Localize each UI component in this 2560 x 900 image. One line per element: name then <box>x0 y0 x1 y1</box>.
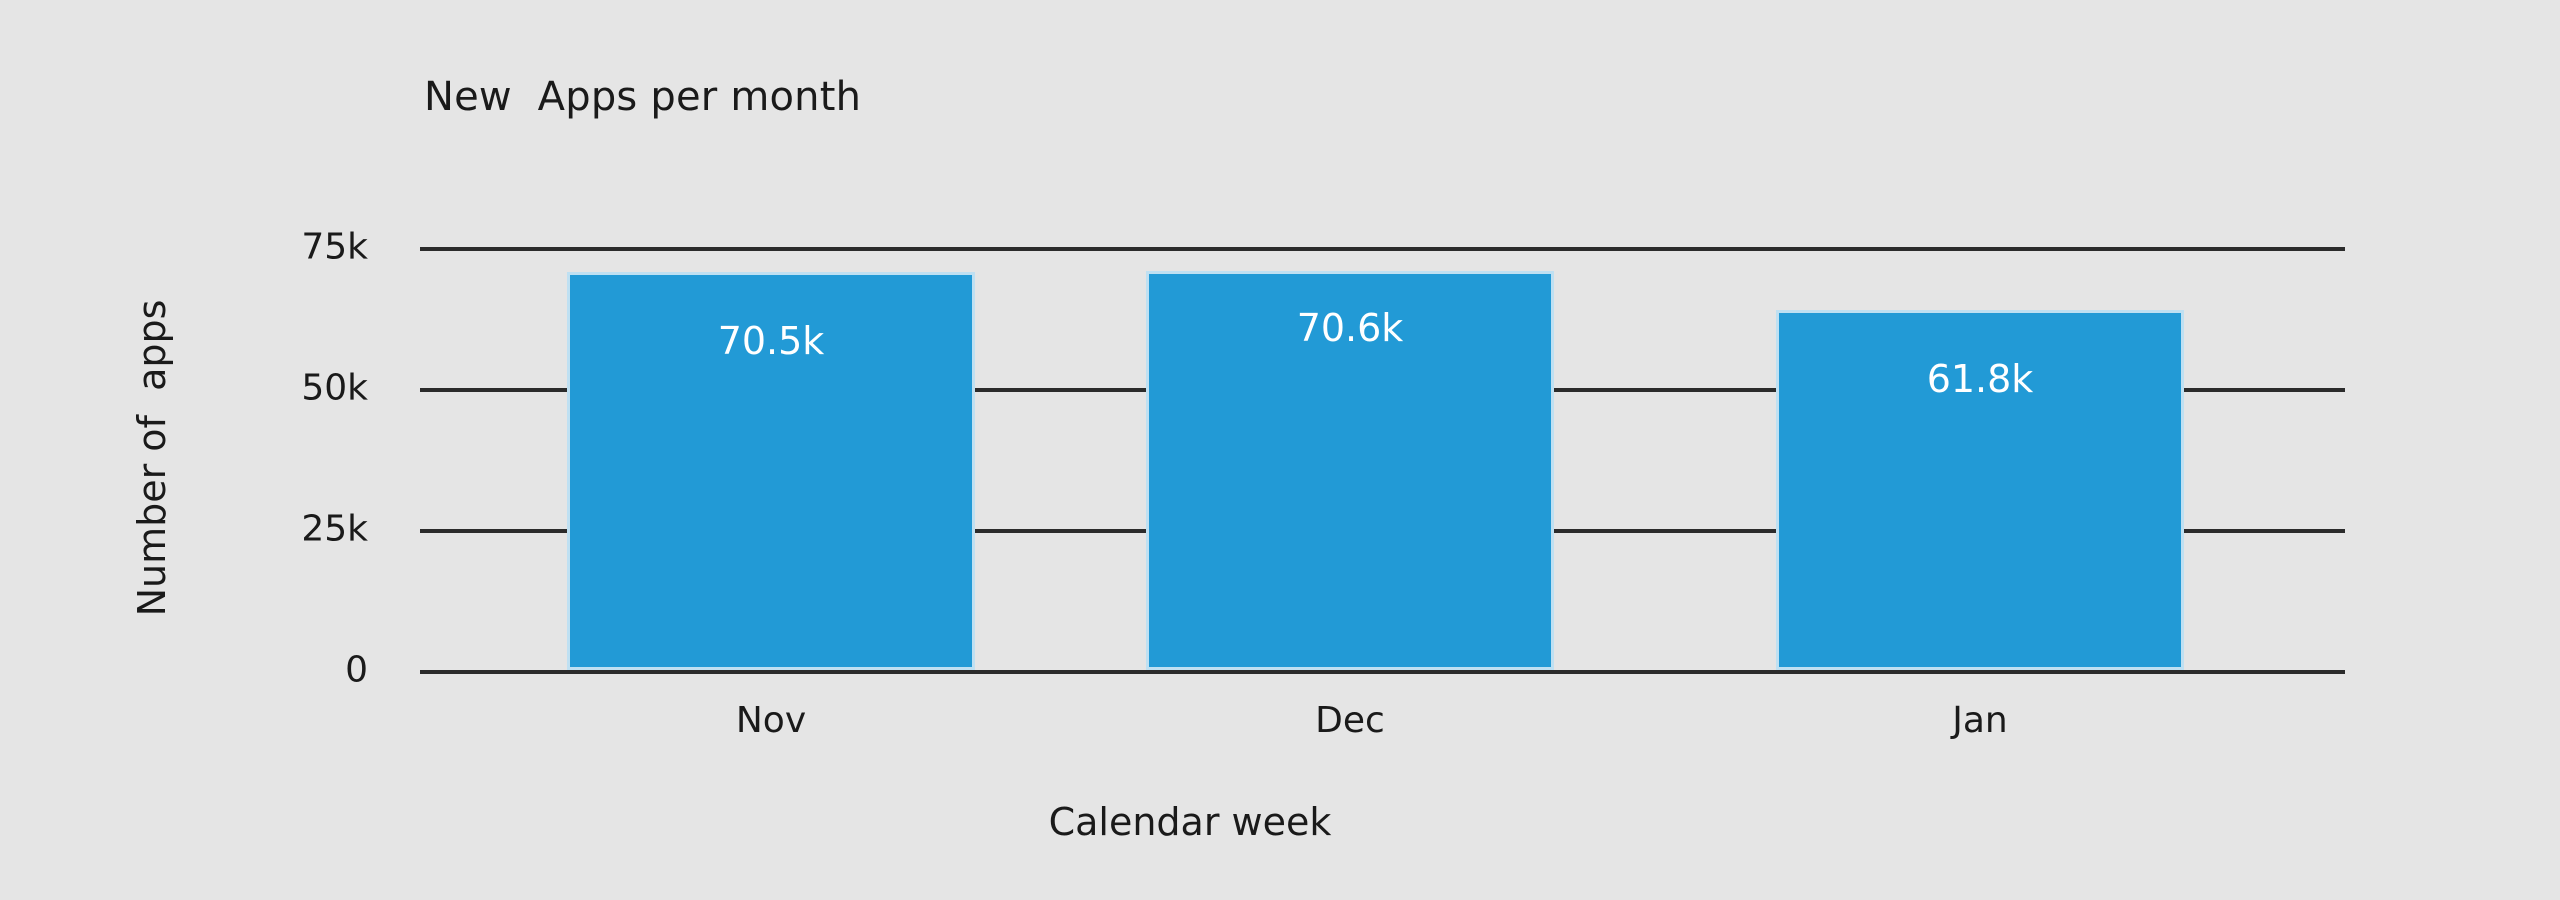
y-tick-label-50k: 50k <box>301 367 368 409</box>
y-tick-label-0: 0 <box>345 649 368 691</box>
x-axis-title: Calendar week <box>1048 800 1332 844</box>
bar-jan[interactable]: 61.8k <box>1776 310 2184 670</box>
x-axis-baseline <box>420 670 2345 674</box>
bar-value-nov: 70.5k <box>717 319 825 363</box>
x-tick-label-dec: Dec <box>1315 700 1385 741</box>
plot-area: 70.5k 70.6k 61.8k <box>420 247 2345 674</box>
y-axis-title: Number of apps <box>130 299 174 617</box>
bar-value-dec: 70.6k <box>1296 306 1404 350</box>
x-tick-label-jan: Jan <box>1952 700 2008 741</box>
bar-dec[interactable]: 70.6k <box>1146 271 1554 670</box>
bar-nov[interactable]: 70.5k <box>567 272 975 670</box>
y-tick-label-25k: 25k <box>301 508 368 550</box>
bar-value-jan: 61.8k <box>1926 357 2034 401</box>
gridline-75k <box>420 247 2345 251</box>
chart-title: New Apps per month <box>424 74 862 120</box>
y-tick-label-75k: 75k <box>301 226 368 268</box>
x-tick-label-nov: Nov <box>735 700 807 741</box>
x-axis-title-wrap: Calendar week <box>0 800 2560 844</box>
